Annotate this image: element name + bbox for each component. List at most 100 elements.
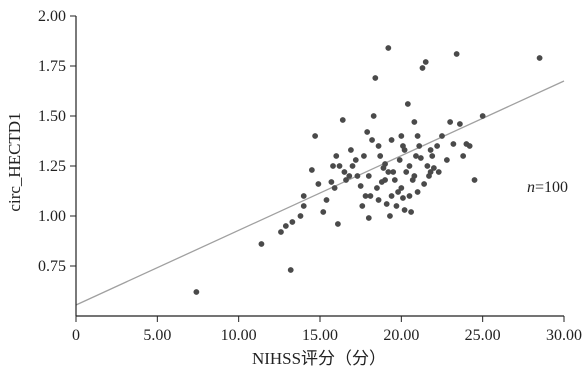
data-point <box>396 157 403 163</box>
data-point <box>422 59 429 65</box>
data-point <box>361 153 367 159</box>
data-point <box>411 173 418 179</box>
y-tick-label: 2.00 <box>38 8 66 25</box>
data-point <box>352 157 359 163</box>
data-point <box>413 153 419 159</box>
data-point <box>400 195 406 201</box>
data-point <box>414 189 421 195</box>
data-point <box>287 267 294 273</box>
data-point <box>315 181 322 187</box>
data-point <box>308 167 315 173</box>
data-point <box>193 289 200 295</box>
axes-layer: 0 5.00 10.00 15.00 20.00 25.00 30.00 0.75 1.00 1.… <box>38 8 582 344</box>
data-point <box>370 113 377 119</box>
data-point <box>300 203 307 209</box>
data-point <box>367 193 374 199</box>
fit-line-layer <box>75 80 565 306</box>
data-point <box>349 163 356 169</box>
data-point <box>479 113 486 119</box>
data-point <box>417 155 424 161</box>
data-point <box>380 165 387 171</box>
data-point <box>450 141 457 147</box>
y-tick-label: 1.25 <box>38 158 66 175</box>
x-tick-label: 25.00 <box>465 327 501 344</box>
data-point <box>435 169 442 175</box>
data-point <box>408 209 414 215</box>
data-point <box>430 165 437 171</box>
annotation-value: =100 <box>535 179 568 196</box>
data-point <box>334 221 341 227</box>
x-tick-label: 10.00 <box>221 327 257 344</box>
data-point <box>348 147 354 153</box>
data-point <box>427 169 434 175</box>
data-point <box>404 101 411 107</box>
x-tick-label: 0 <box>72 327 80 344</box>
data-point <box>330 163 336 169</box>
data-point <box>300 193 307 199</box>
data-point <box>388 137 395 143</box>
data-point <box>388 193 395 199</box>
data-point <box>398 133 405 139</box>
data-point <box>357 183 364 189</box>
data-point <box>434 143 441 149</box>
data-point <box>333 153 340 159</box>
data-point <box>312 133 319 139</box>
y-tick-label: 1.50 <box>38 108 66 125</box>
data-point <box>258 241 265 247</box>
data-point <box>393 203 400 209</box>
data-point <box>375 197 382 203</box>
data-point <box>385 169 392 175</box>
x-tick-label: 30.00 <box>546 327 582 344</box>
data-point <box>382 177 388 183</box>
data-point <box>375 143 382 149</box>
x-tick-label: 15.00 <box>302 327 338 344</box>
data-point <box>328 179 335 185</box>
data-point <box>343 177 349 183</box>
data-point <box>282 223 289 229</box>
data-point <box>383 201 390 207</box>
y-tick-label: 1.75 <box>38 58 66 75</box>
data-point <box>429 153 436 159</box>
data-point <box>419 65 426 71</box>
data-point <box>365 215 372 221</box>
data-point <box>460 153 467 159</box>
data-point <box>395 189 401 195</box>
data-point <box>346 173 353 179</box>
data-point <box>414 133 421 139</box>
data-point <box>336 163 343 169</box>
data-point <box>323 197 330 203</box>
data-point <box>387 213 393 219</box>
data-point <box>385 45 392 51</box>
data-point <box>443 157 450 163</box>
data-point <box>390 169 397 175</box>
data-point <box>362 193 369 199</box>
x-axis-title: NIHSS评分（分） <box>252 349 386 368</box>
data-point <box>471 177 478 183</box>
data-point <box>320 209 327 215</box>
x-tick-label: 5.00 <box>143 327 171 344</box>
data-point <box>369 137 375 143</box>
data-point <box>406 163 413 169</box>
data-point <box>439 133 445 139</box>
sample-size-annotation: n=100 <box>527 179 568 196</box>
data-point <box>416 143 423 149</box>
data-point <box>427 147 434 153</box>
data-point <box>424 163 431 169</box>
data-point <box>456 121 463 127</box>
data-point <box>354 173 361 179</box>
data-point <box>297 213 304 219</box>
data-point <box>377 153 384 159</box>
regression-line <box>75 80 565 306</box>
data-point <box>372 75 379 81</box>
data-point <box>401 207 408 213</box>
data-point <box>331 185 338 191</box>
data-point <box>364 129 371 135</box>
points-layer <box>193 45 543 295</box>
y-axis-title: circ_HECTD1 <box>5 112 24 211</box>
x-tick-label: 20.00 <box>383 327 419 344</box>
annotation-italic: n <box>527 179 535 196</box>
data-point <box>466 143 473 149</box>
y-tick-label: 0.75 <box>38 258 66 275</box>
data-point <box>411 119 418 125</box>
